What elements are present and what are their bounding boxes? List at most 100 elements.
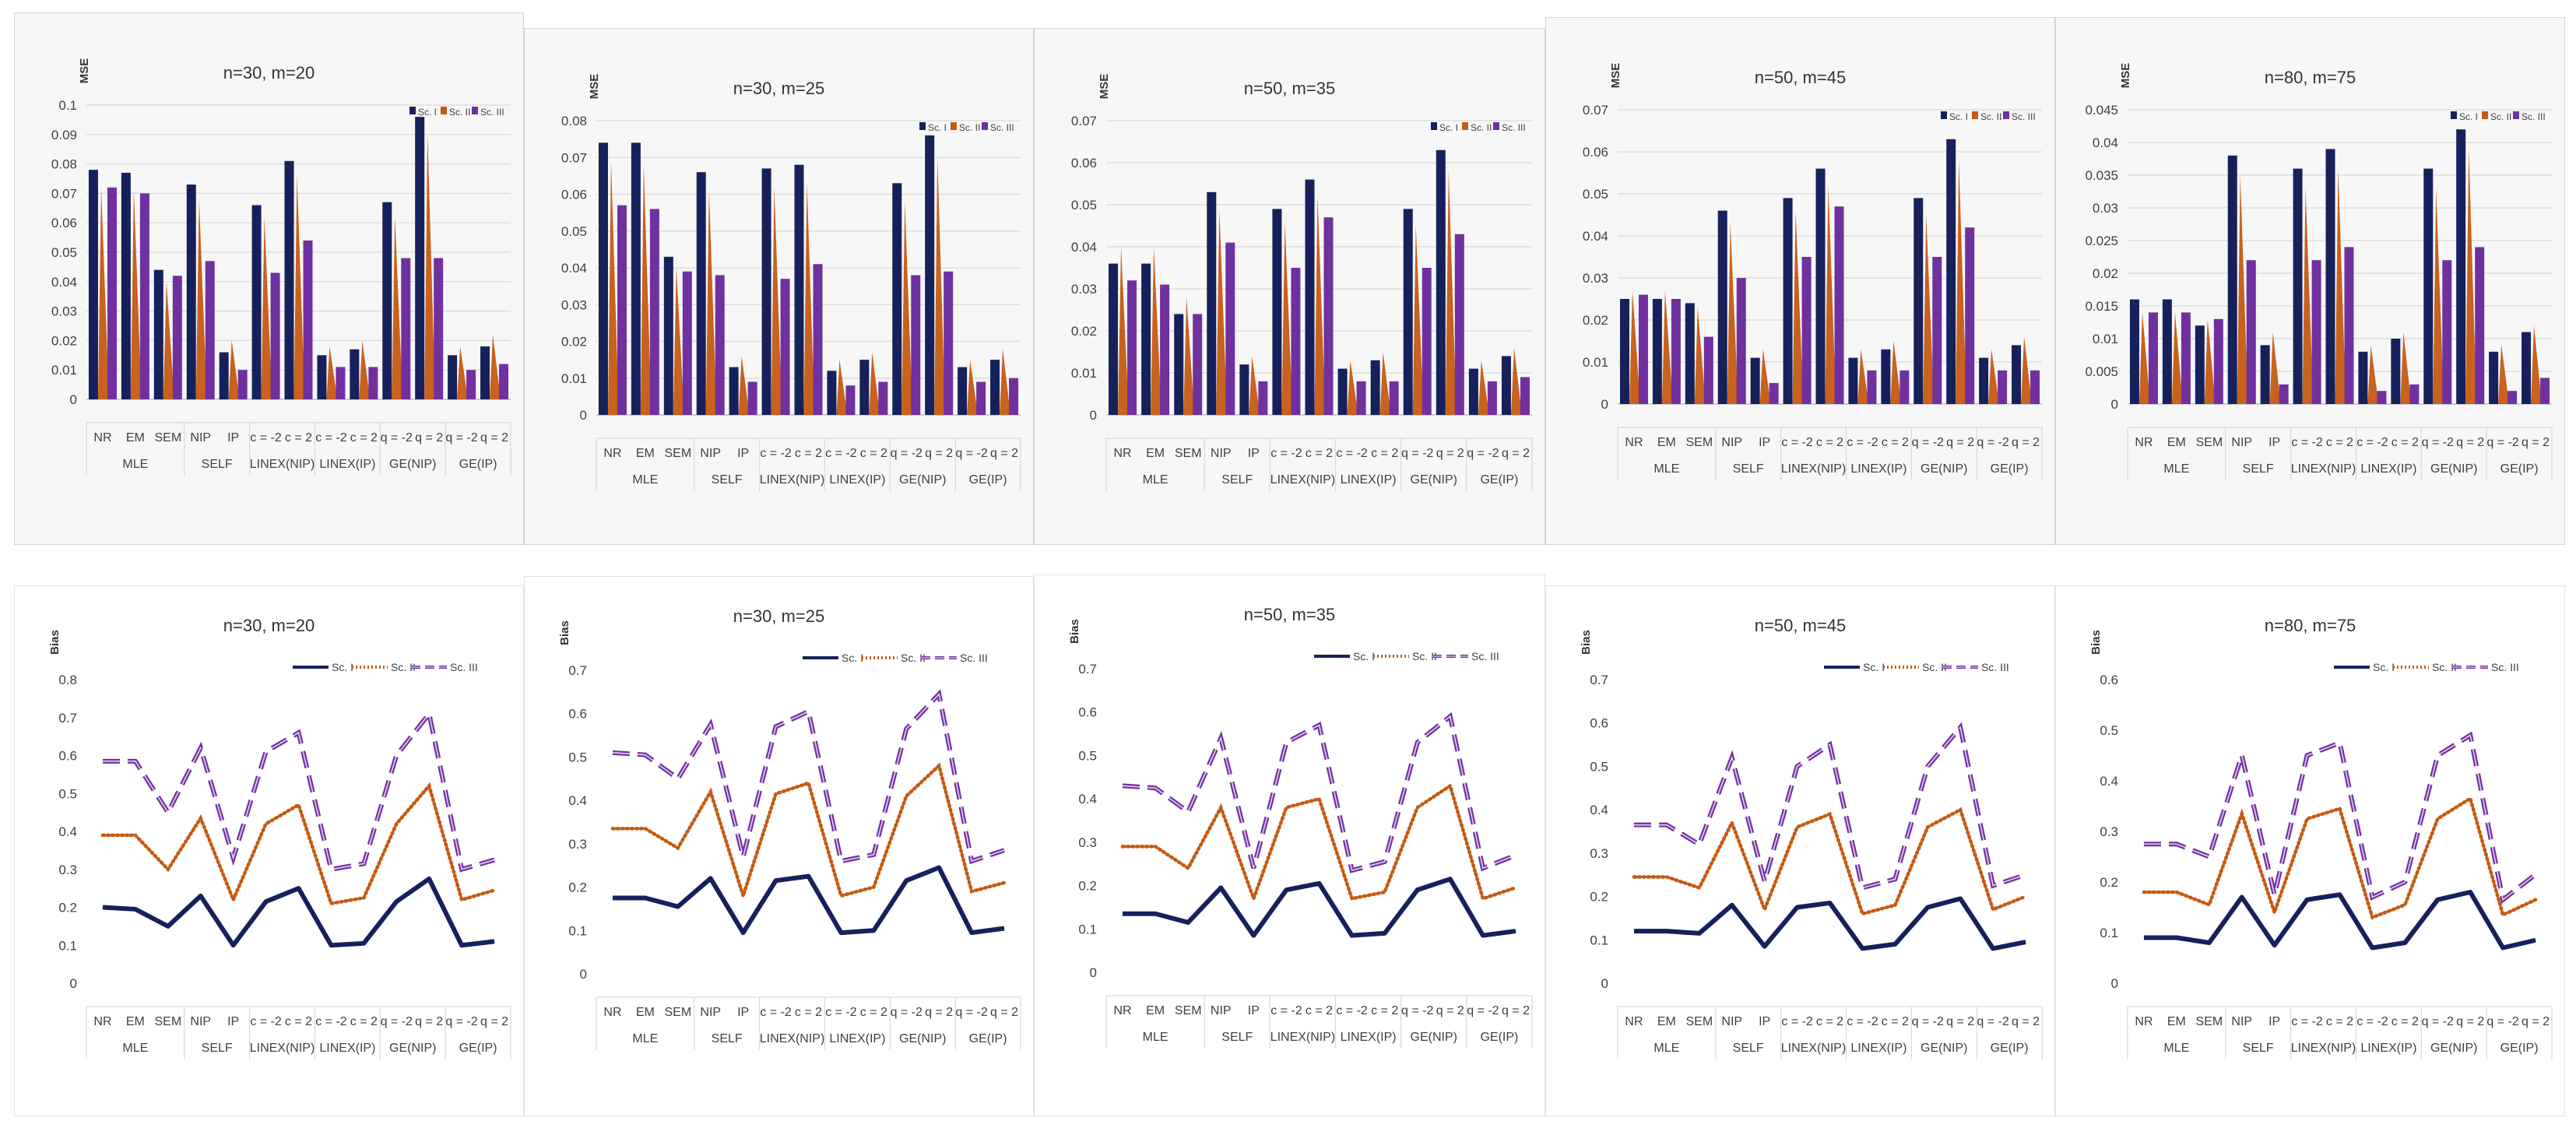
mse-5-bar-sc2 <box>2204 318 2216 404</box>
mse-2-y-axis-label: MSE <box>588 74 601 100</box>
bias-2-y-tick-label: 0.1 <box>568 923 587 938</box>
mse-2-bar-sc3 <box>845 385 856 415</box>
mse-3-group-label: MLE <box>1143 473 1169 487</box>
bias-chart-3: n=50, m=35 Bias 0 0.1 0.2 0.3 0.4 0.5 0.6 0.7 NR EM… <box>1034 575 1545 1116</box>
mse-5-bar-sc3 <box>2213 318 2223 404</box>
mse-4-bar-sc3 <box>1932 257 1942 404</box>
mse-1-bar-sc1 <box>317 355 327 399</box>
bias-2-group-label: LINEX(NIP) <box>760 1032 825 1045</box>
mse-5-bar-sc2 <box>2335 168 2346 404</box>
mse-chart-3-svg: n=50, m=35 MSE 0 0.01 0.02 0.03 0.04 0.05 0.06 0.… <box>1071 74 1533 491</box>
bias-5-line-sc1 <box>2143 890 2536 951</box>
mse-1-bar-sc3 <box>237 370 248 399</box>
mse-1-bar-sc1 <box>88 170 98 399</box>
mse-4-y-axis-label: MSE <box>1609 63 1622 89</box>
bias-5-x-tick-label: q = 2 <box>2522 1015 2550 1028</box>
mse-2-bar-sc3 <box>976 381 986 415</box>
bias-1-line-sc3 <box>102 708 495 873</box>
mse-2-bar-sc3 <box>911 275 921 415</box>
mse-1-y-tick-label: 0.06 <box>51 216 77 230</box>
mse-5-bar-sc2 <box>2433 188 2444 405</box>
mse-1-bar-sc2 <box>326 346 338 399</box>
bias-3-x-tick-label: q = -2 <box>1401 1004 1433 1017</box>
bias-4-line-sc3-highlight <box>1633 726 2026 889</box>
mse-chart-3: n=50, m=35 MSE 0 0.01 0.02 0.03 0.04 0.05 0.06 0.… <box>1034 28 1545 545</box>
bias-1-y-tick-label: 0 <box>70 976 77 991</box>
mse-4-group-label: LINEX(NIP) <box>1781 462 1847 476</box>
mse-5-x-tick-label: SEM <box>2195 436 2223 449</box>
mse-1-bar-sc2 <box>130 190 142 399</box>
mse-5-bar-sc2 <box>2237 175 2248 404</box>
mse-1-bar-sc1 <box>350 349 360 399</box>
mse-2-bar-sc1 <box>892 183 902 415</box>
bias-1-x-tick-label: SEM <box>154 1015 181 1028</box>
mse-2-bar-sc2 <box>673 268 684 415</box>
bias-5-group-label: MLE <box>2163 1042 2189 1055</box>
bias-4-x-tick-label: NR <box>1625 1015 1643 1028</box>
bias-2-y-tick-label: 0 <box>580 967 587 982</box>
mse-2-bar-sc2 <box>803 183 815 415</box>
mse-2-x-tick-label: IP <box>737 447 749 460</box>
bias-1-x-tick-label: c = -2 <box>315 1015 347 1028</box>
mse-2-bar-sc1 <box>696 172 706 415</box>
mse-4-bar-sc1 <box>1685 303 1695 404</box>
mse-4-x-tick-label: IP <box>1759 436 1770 449</box>
bias-3-x-tick-label: IP <box>1248 1004 1260 1017</box>
mse-5-bar-sc1 <box>2456 129 2466 404</box>
bias-4-x-tick-label: c = 2 <box>1816 1015 1843 1028</box>
mse-1-bar-sc3 <box>434 258 444 399</box>
mse-1-bar-sc1 <box>448 355 458 399</box>
mse-3-y-tick-label: 0.05 <box>1071 198 1097 213</box>
bias-3-y-tick-label: 0.5 <box>1078 748 1097 763</box>
bias-4-y-tick-label: 0.6 <box>1590 716 1608 731</box>
mse-4-bar-sc1 <box>1815 168 1826 404</box>
mse-3-bar-sc3 <box>1520 377 1530 415</box>
bias-4-y-tick-label: 0.7 <box>1590 673 1608 687</box>
mse-2-legend-swatch <box>982 122 988 130</box>
mse-3-group-label: GE(IP) <box>1480 473 1518 487</box>
mse-3-bar-sc2 <box>1249 356 1260 415</box>
mse-2-x-tick-label: q = -2 <box>891 447 923 460</box>
mse-1-y-axis-label: MSE <box>78 58 91 84</box>
mse-2-bar-sc3 <box>747 381 757 415</box>
bias-4-x-tick-label: NIP <box>1721 1015 1742 1028</box>
mse-4-y-tick-label: 0.07 <box>1583 103 1608 118</box>
mse-3-bar-sc3 <box>1225 242 1235 415</box>
mse-4-y-tick-label: 0.06 <box>1583 145 1608 160</box>
mse-2-bar-sc1 <box>859 360 870 415</box>
mse-chart-1-svg: n=30, m=20 MSE 0 0.01 0.02 0.03 0.04 0.05 0.06 0.… <box>51 58 511 476</box>
bias-1-chart-title: n=30, m=20 <box>223 616 315 635</box>
bias-3-chart-title: n=50, m=35 <box>1244 605 1335 624</box>
mse-5-bar-sc2 <box>2138 312 2150 404</box>
bias-2-x-tick-label: q = -2 <box>891 1006 923 1019</box>
mse-5-x-tick-label: EM <box>2167 436 2186 449</box>
mse-4-x-tick-label: NR <box>1625 436 1643 449</box>
bias-1-group-label: LINEX(NIP) <box>250 1042 315 1055</box>
mse-5-legend-swatch <box>2513 111 2519 119</box>
bias-2-x-tick-label: SEM <box>664 1006 691 1019</box>
mse-4-bar-sc1 <box>2012 345 2022 404</box>
mse-2-bar-sc3 <box>944 271 954 415</box>
mse-1-group-label: GE(IP) <box>459 458 497 471</box>
mse-5-legend-label: Sc. II <box>2490 111 2511 122</box>
bias-1-x-tick-label: c = 2 <box>350 1015 378 1028</box>
mse-5-bar-sc3 <box>2475 247 2485 404</box>
mse-1-x-tick-label: q = 2 <box>415 431 443 445</box>
mse-4-bar-sc2 <box>1792 210 1804 404</box>
mse-1-bar-sc1 <box>219 352 229 399</box>
mse-4-bar-sc2 <box>1759 349 1771 404</box>
mse-2-y-tick-label: 0.08 <box>561 114 587 128</box>
mse-1-bar-sc3 <box>466 370 476 399</box>
mse-3-legend-label: Sc. I <box>1439 122 1458 133</box>
mse-5-bar-sc2 <box>2531 325 2543 404</box>
bias-1-group-label: SELF <box>202 1042 233 1055</box>
mse-4-bar-sc2 <box>2021 336 2033 404</box>
mse-3-bar-sc2 <box>1478 360 1489 415</box>
bias-3-group-label: GE(IP) <box>1480 1031 1518 1044</box>
bias-5-y-tick-label: 0.6 <box>2100 673 2118 687</box>
mse-4-x-tick-label: q = -2 <box>1912 436 1944 449</box>
mse-1-x-tick-label: NIP <box>190 431 211 445</box>
mse-5-bar-sc3 <box>2344 247 2354 404</box>
bias-4-x-tick-label: SEM <box>1685 1015 1713 1028</box>
mse-2-bar-sc1 <box>663 256 673 415</box>
